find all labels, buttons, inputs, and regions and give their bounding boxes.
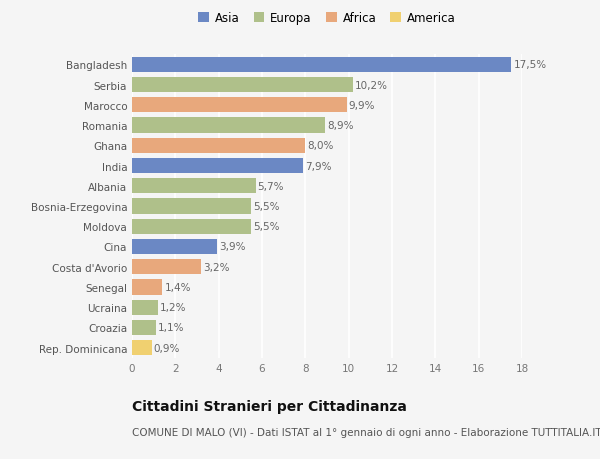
- Bar: [132, 300, 158, 315]
- Bar: [132, 57, 511, 73]
- Bar: [132, 199, 251, 214]
- Text: 7,9%: 7,9%: [305, 161, 332, 171]
- Bar: [132, 341, 151, 355]
- Bar: [132, 118, 325, 133]
- Text: 10,2%: 10,2%: [355, 80, 388, 90]
- Bar: [132, 219, 251, 234]
- Text: 1,4%: 1,4%: [164, 282, 191, 292]
- Bar: [132, 320, 156, 335]
- Bar: [132, 259, 202, 274]
- Text: 8,9%: 8,9%: [327, 121, 353, 131]
- Bar: [132, 78, 353, 93]
- Text: 17,5%: 17,5%: [514, 60, 547, 70]
- Text: 5,7%: 5,7%: [257, 181, 284, 191]
- Text: 3,2%: 3,2%: [203, 262, 230, 272]
- Text: 9,9%: 9,9%: [349, 101, 375, 111]
- Text: 1,1%: 1,1%: [158, 323, 185, 333]
- Bar: [132, 280, 163, 295]
- Bar: [132, 179, 256, 194]
- Bar: [132, 98, 347, 113]
- Text: Cittadini Stranieri per Cittadinanza: Cittadini Stranieri per Cittadinanza: [132, 399, 407, 413]
- Bar: [132, 139, 305, 153]
- Text: 5,5%: 5,5%: [253, 202, 280, 212]
- Text: 0,9%: 0,9%: [154, 343, 180, 353]
- Legend: Asia, Europa, Africa, America: Asia, Europa, Africa, America: [196, 10, 458, 27]
- Text: 3,9%: 3,9%: [218, 242, 245, 252]
- Text: 8,0%: 8,0%: [308, 141, 334, 151]
- Bar: [132, 158, 303, 174]
- Text: 1,2%: 1,2%: [160, 302, 187, 313]
- Text: COMUNE DI MALO (VI) - Dati ISTAT al 1° gennaio di ogni anno - Elaborazione TUTTI: COMUNE DI MALO (VI) - Dati ISTAT al 1° g…: [132, 427, 600, 437]
- Bar: [132, 239, 217, 254]
- Text: 5,5%: 5,5%: [253, 222, 280, 232]
